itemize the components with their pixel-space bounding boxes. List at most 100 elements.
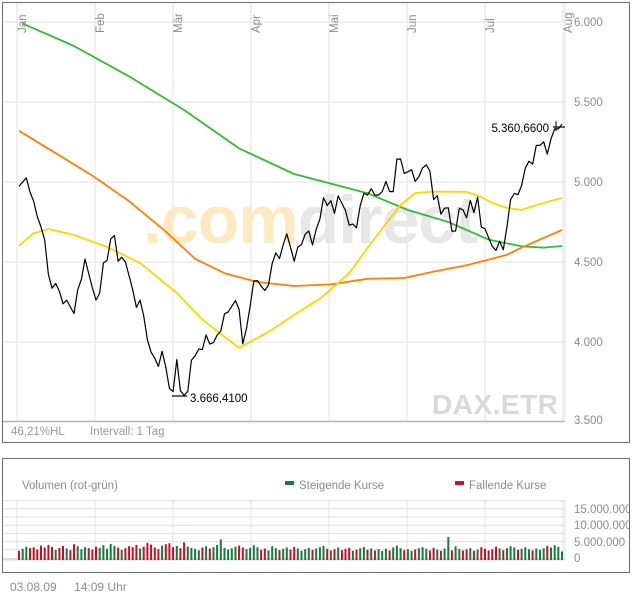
volume-bar [487, 550, 490, 560]
volume-bar [256, 547, 259, 560]
volume-bar [190, 547, 193, 560]
volume-bar [201, 547, 204, 560]
volume-bar [377, 549, 380, 560]
price-chart-panel: .comdirect DAX.ETR Jan Feb Mär Apr Mai J… [2, 2, 630, 443]
volume-bar [216, 544, 219, 560]
volume-bar [135, 544, 138, 560]
volume-bar [528, 549, 530, 560]
volume-bar [47, 544, 50, 560]
volume-bar [124, 548, 127, 560]
legend-down-label: Fallende Kurse [469, 480, 546, 492]
volume-bar [183, 542, 186, 560]
volume-bar [403, 550, 406, 560]
x-tick-aug: Aug [563, 13, 575, 33]
x-tick-jun: Jun [407, 14, 419, 33]
volume-bar [480, 547, 483, 560]
volume-bar [32, 547, 35, 560]
volume-bar [18, 550, 20, 560]
volume-title: Volumen (rot-grün) [22, 480, 118, 492]
volume-bar [439, 550, 442, 560]
volume-bar [241, 547, 244, 560]
volume-bar [260, 549, 263, 560]
volume-bar [384, 548, 387, 560]
volume-bar [329, 550, 332, 560]
volume-bar [73, 544, 75, 560]
volume-bar [142, 546, 145, 560]
x-tick-apr: Apr [251, 15, 263, 33]
medium-term-average-line [18, 130, 563, 287]
volume-bar [472, 550, 475, 560]
volume-bar [40, 545, 42, 560]
volume-bar [542, 548, 545, 560]
volume-bar [539, 549, 541, 560]
volume-bar [509, 546, 512, 560]
volume-bar [392, 547, 395, 560]
y-tick-6000: 6.000 [574, 17, 603, 29]
volume-bar [506, 548, 508, 560]
volume-bar [425, 548, 428, 560]
volume-bar [491, 549, 494, 560]
volume-chart: Volumen (rot-grün) Steigende Kurse Falle… [3, 480, 629, 565]
volume-bar [454, 546, 457, 560]
volume-bar [561, 551, 563, 560]
volume-bar [307, 547, 310, 560]
y-tick-5000: 5.000 [574, 177, 603, 189]
volume-bar [238, 545, 241, 560]
vol-tick-0: 0 [574, 553, 580, 565]
volume-bar [370, 548, 373, 560]
vol-tick-15m: 15.000.000 [574, 504, 629, 516]
volume-bar [51, 546, 53, 560]
volume-bar [348, 547, 351, 560]
volume-bar [550, 547, 552, 560]
volume-bar [234, 546, 237, 560]
volume-bar [36, 549, 39, 560]
volume-bar [175, 545, 178, 560]
volume-bar [120, 549, 123, 560]
volume-bar [278, 550, 281, 560]
volume-bar [54, 549, 57, 560]
volume-bar [131, 547, 134, 560]
volume-bar [282, 548, 285, 560]
volume-bar [150, 544, 153, 560]
volume-bar [139, 548, 142, 560]
interval-label: Intervall: 1 Tag [90, 426, 165, 438]
volume-bar [443, 548, 446, 560]
volume-bar [65, 548, 68, 560]
volume-bar [355, 549, 358, 560]
volume-bar [399, 548, 402, 560]
low-price-label: 3.666,4100 [190, 393, 248, 405]
price-chart: .comdirect DAX.ETR Jan Feb Mär Apr Mai J… [3, 3, 603, 438]
volume-bar [531, 550, 534, 560]
volume-bar [208, 548, 211, 560]
volume-bar [153, 547, 156, 560]
volume-bar [557, 546, 560, 560]
y-tick-4000: 4.000 [574, 337, 603, 349]
volume-bar [91, 549, 94, 560]
volume-bar [87, 548, 90, 560]
volume-bar [212, 547, 215, 560]
volume-bar [517, 549, 519, 560]
volume-bar [84, 547, 86, 560]
volume-bar [194, 548, 197, 560]
volume-bar [179, 548, 182, 560]
volume-bar [245, 549, 248, 560]
x-tick-mar: Mär [173, 13, 185, 33]
volume-bar [428, 550, 431, 560]
timestamp-footer: 03.08.09 14:09 Uhr [10, 580, 410, 594]
short-term-average-line [18, 190, 563, 349]
volume-bar [161, 545, 164, 560]
volume-bar [252, 545, 255, 560]
volume-bar [546, 545, 549, 560]
footer-date: 03.08.09 [10, 580, 57, 594]
volume-bar [205, 546, 208, 560]
y-tick-3500: 3.500 [574, 415, 603, 427]
y-tick-5500: 5.500 [574, 97, 603, 109]
volume-bar [366, 549, 369, 560]
volume-bar [271, 546, 274, 560]
volume-bar [98, 547, 101, 560]
volume-bar [318, 547, 321, 560]
volume-bar [102, 545, 105, 560]
volume-bar [465, 549, 468, 560]
volume-bar [458, 548, 461, 560]
volume-bar [168, 543, 171, 560]
